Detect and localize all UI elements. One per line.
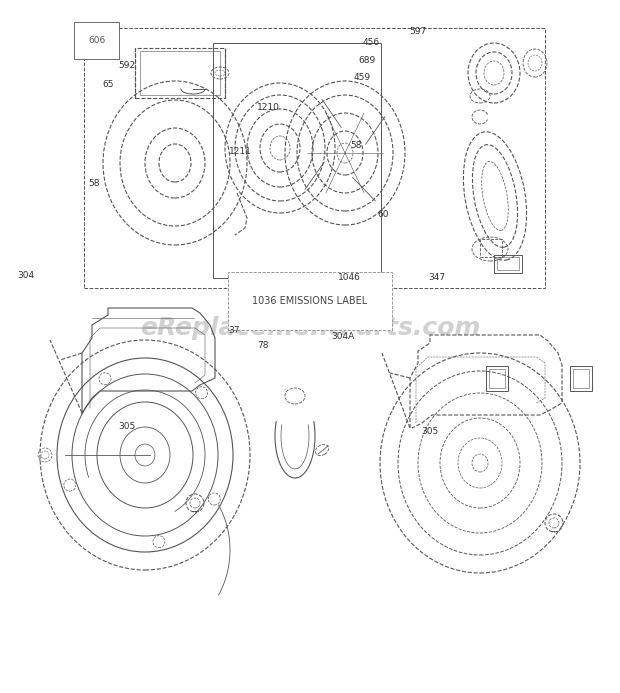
Text: 58: 58: [350, 141, 362, 150]
Text: 1211: 1211: [229, 147, 252, 155]
Text: 58: 58: [88, 179, 100, 188]
Text: 304A: 304A: [332, 332, 355, 340]
Text: 689: 689: [358, 56, 376, 64]
Bar: [486, 366, 508, 391]
Text: 304: 304: [17, 271, 35, 279]
Text: 37: 37: [228, 326, 240, 335]
Bar: [213, 43, 381, 278]
Text: eReplacementParts.com: eReplacementParts.com: [140, 316, 480, 340]
Bar: [135, 48, 225, 98]
Text: 1210: 1210: [257, 103, 280, 112]
Text: 305: 305: [118, 422, 135, 430]
Text: 597: 597: [409, 27, 427, 35]
Bar: [140, 51, 220, 95]
Bar: [480, 239, 502, 257]
Text: 459: 459: [353, 73, 371, 82]
Text: 1036 EMISSIONS LABEL: 1036 EMISSIONS LABEL: [252, 296, 368, 306]
Text: 456: 456: [363, 39, 380, 47]
Text: 592: 592: [118, 62, 135, 70]
Bar: [84, 28, 545, 288]
Bar: [573, 369, 589, 388]
Bar: [494, 255, 522, 273]
Text: 1046: 1046: [338, 273, 361, 281]
Bar: [497, 257, 519, 270]
Bar: [489, 369, 505, 388]
Text: 65: 65: [102, 80, 114, 89]
Text: 606: 606: [88, 36, 105, 45]
Text: 60: 60: [377, 211, 389, 219]
Text: 347: 347: [428, 273, 445, 281]
Text: 78: 78: [257, 341, 269, 349]
Bar: [570, 366, 592, 391]
Text: 305: 305: [422, 427, 439, 435]
